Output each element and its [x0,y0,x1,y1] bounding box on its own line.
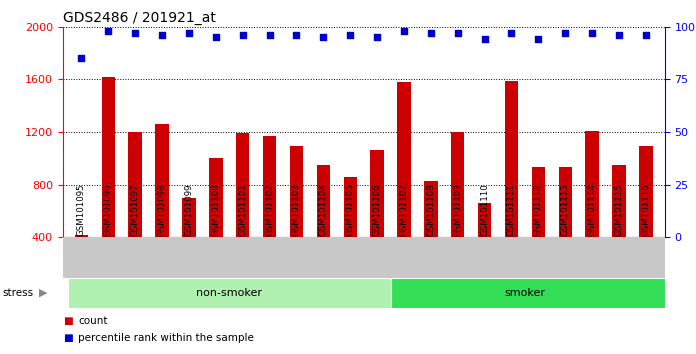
Point [398,28,409,34]
Bar [370,150,383,290]
Bar [451,132,464,290]
Bar [209,158,223,290]
Bar [585,131,599,290]
Text: count: count [78,316,107,326]
Point [587,30,598,36]
Text: non-smoker: non-smoker [196,288,262,298]
Bar [317,165,330,290]
Point [318,34,329,40]
Bar [390,278,665,308]
Point [183,30,194,36]
Bar [558,167,572,290]
Point [640,32,651,38]
Bar [290,146,303,290]
Text: ■: ■ [63,316,72,326]
Text: ■: ■ [63,333,72,343]
Point [291,32,302,38]
Bar [68,278,390,308]
Point [345,32,356,38]
Bar [263,136,276,290]
Text: percentile rank within the sample: percentile rank within the sample [78,333,254,343]
Point [76,55,87,61]
Bar [236,133,249,290]
Bar [505,80,519,290]
Bar [478,203,491,290]
Point [372,34,383,40]
Bar [424,181,438,290]
Point [157,32,168,38]
Point [452,30,464,36]
Point [613,32,624,38]
Text: GDS2486 / 201921_at: GDS2486 / 201921_at [63,11,216,25]
Bar [639,146,653,290]
Point [210,34,221,40]
Point [533,36,544,42]
Bar [102,76,115,290]
Point [237,32,248,38]
Bar [532,167,545,290]
Point [506,30,517,36]
Text: ▶: ▶ [39,288,47,298]
Bar [612,165,626,290]
Text: smoker: smoker [505,288,546,298]
Point [479,36,490,42]
Point [264,32,275,38]
Bar [155,124,169,290]
Text: stress: stress [2,288,33,298]
Point [103,28,114,34]
Point [560,30,571,36]
Bar [182,198,196,290]
Point [425,30,436,36]
Bar [129,132,142,290]
Point [129,30,141,36]
Bar [74,235,88,290]
Bar [344,177,357,290]
Bar [397,82,411,290]
